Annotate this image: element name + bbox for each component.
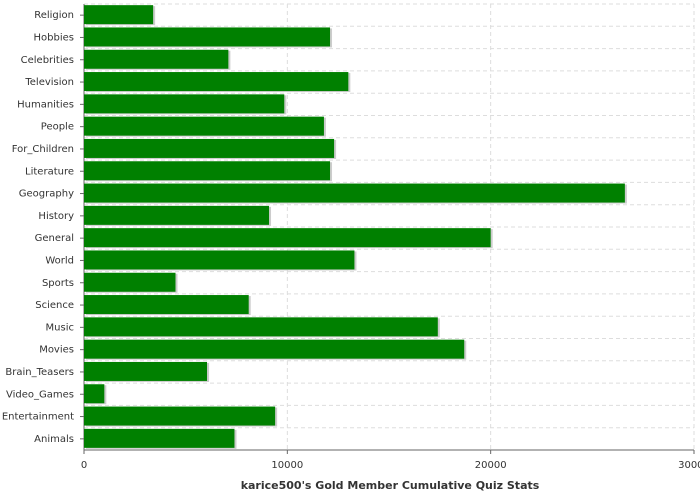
bar: [84, 138, 335, 158]
bar: [84, 94, 285, 114]
bar: [84, 250, 355, 270]
y-tick-label: World: [45, 255, 74, 266]
y-tick-label: Animals: [34, 434, 74, 445]
bar: [84, 406, 276, 426]
bar: [84, 116, 324, 136]
y-tick-label: For_Children: [12, 144, 74, 155]
x-tick-label: 10000: [271, 460, 303, 471]
y-tick-label: Celebrities: [21, 55, 74, 66]
bar: [84, 161, 331, 181]
y-tick-label: Music: [46, 322, 74, 333]
y-tick-label: People: [41, 122, 74, 133]
bar: [84, 428, 235, 448]
bar: [84, 361, 208, 381]
bar: [84, 384, 105, 404]
y-tick-label: Hobbies: [34, 32, 74, 43]
y-tick-label: Television: [24, 77, 74, 88]
y-tick-label: Entertainment: [2, 412, 74, 423]
y-tick-label: History: [38, 211, 74, 222]
bar: [84, 205, 270, 225]
x-axis-title: karice500's Gold Member Cumulative Quiz …: [241, 479, 540, 492]
bar: [84, 295, 249, 315]
bar: [84, 183, 625, 203]
bar: [84, 5, 154, 25]
bar: [84, 272, 176, 292]
y-tick-label: Religion: [34, 10, 74, 21]
y-tick-label: Literature: [25, 166, 74, 177]
bar: [84, 339, 465, 359]
bar: [84, 228, 491, 248]
y-tick-label: Geography: [19, 189, 74, 200]
bar: [84, 317, 438, 337]
y-tick-label: Video_Games: [6, 389, 74, 400]
x-tick-label: 0: [81, 460, 87, 471]
y-tick-label: Humanities: [17, 99, 74, 110]
bar: [84, 72, 349, 92]
y-tick-label: Sports: [42, 278, 74, 289]
y-tick-label: General: [35, 233, 74, 244]
y-tick-label: Movies: [39, 345, 74, 356]
x-tick-label: 20000: [475, 460, 507, 471]
y-tick-label: Brain_Teasers: [5, 367, 74, 378]
bar: [84, 27, 331, 47]
x-tick-label: 30000: [678, 460, 700, 471]
bar: [84, 49, 229, 69]
y-tick-label: Science: [35, 300, 74, 311]
